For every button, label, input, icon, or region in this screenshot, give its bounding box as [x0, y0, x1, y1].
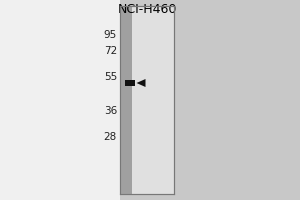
Text: NCI-H460: NCI-H460 [117, 3, 177, 16]
Bar [120, 6, 132, 194]
Bar [124, 80, 135, 86]
Text: 72: 72 [104, 46, 117, 56]
Text: 95: 95 [104, 30, 117, 40]
Text: 28: 28 [104, 132, 117, 142]
Text: 36: 36 [104, 106, 117, 116]
Text: 55: 55 [104, 72, 117, 82]
Polygon shape [136, 79, 146, 87]
Bar [0, 0, 120, 200]
Bar [120, 6, 174, 194]
